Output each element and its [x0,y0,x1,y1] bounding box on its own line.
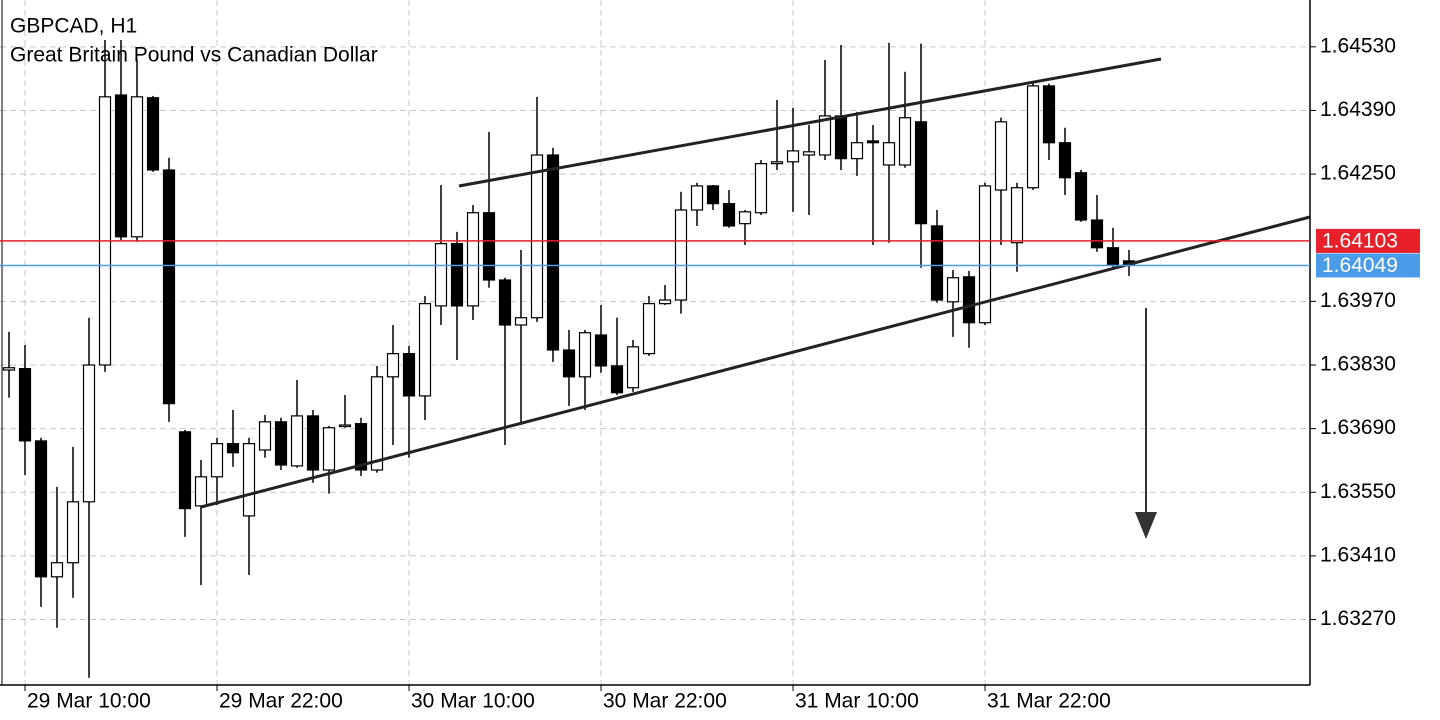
candle-body [802,151,816,156]
candle-body [530,154,544,319]
candle-body [450,243,464,307]
y-tick-label: 1.63270 [1320,607,1396,630]
candle-body [242,443,256,517]
candle-body [578,332,592,378]
candle-body [50,562,64,578]
candle-body [722,203,736,227]
candle-body [706,185,720,205]
x-tick-label: 31 Mar 22:00 [987,690,1111,713]
candle-body [1058,142,1072,179]
candle-body [626,346,640,389]
candle-body [338,424,352,428]
candle-body [34,440,48,578]
candle-body [370,376,384,471]
upper-trendline [458,57,1162,188]
candle-body [178,431,192,510]
candle-body [194,476,208,507]
candle-body [1090,219,1104,249]
candle-body [882,142,896,166]
candle-body [66,501,80,564]
candle-body [674,209,688,301]
price-label-box [1316,253,1420,278]
candle-body [866,140,880,144]
candle-body [130,96,144,238]
candle-body [1010,187,1024,244]
candle-body [162,169,176,405]
y-tick-label: 1.63690 [1320,416,1396,439]
candle-body [290,415,304,467]
candle-body [98,96,112,366]
y-tick-label: 1.63970 [1320,289,1396,312]
candle-body [850,142,864,160]
candle-body [354,423,368,471]
candle-body [738,211,752,225]
candle-body [1074,172,1088,221]
arrow-head [1135,512,1157,539]
candle-body [258,421,272,451]
candle-body [930,225,944,301]
candle-body [770,161,784,165]
candle-body [466,212,480,307]
candle-body [82,364,96,503]
candle-body [418,303,432,397]
candle-body [498,279,512,326]
candle-body [946,277,960,303]
candle-body [402,353,416,397]
candle-body [546,154,560,351]
candle-body [994,121,1008,191]
candle-body [114,94,128,238]
price-label: 1.64103 [1322,229,1398,252]
candle-body [754,163,768,214]
y-tick-label: 1.63550 [1320,480,1396,503]
price-label-box [1316,228,1420,253]
y-tick-label: 1.63830 [1320,353,1396,376]
candle-body [978,185,992,324]
y-tick-label: 1.64390 [1320,98,1396,121]
x-tick-label: 30 Mar 10:00 [411,690,535,713]
candle-body [1026,85,1040,189]
candle-body [514,317,528,326]
candle-body [386,353,400,378]
annotations [200,57,1311,539]
candle-body [914,121,928,225]
candle-body [610,365,624,394]
candle-body [18,368,32,442]
x-tick-label: 29 Mar 10:00 [27,690,151,713]
lower-trendline [200,215,1311,509]
candle-body [898,117,912,166]
price-label: 1.64049 [1322,254,1398,277]
candle-body [962,276,976,324]
y-tick-label: 1.63410 [1320,543,1396,566]
candles [2,40,1136,678]
candle-body [274,421,288,466]
candle-body [2,367,16,371]
candle-body [834,115,848,160]
candle-body [658,299,672,305]
candle-body [786,150,800,163]
candle-body [690,185,704,211]
chart-subtitle: Great Britain Pound vs Canadian Dollar [10,44,378,67]
x-tick-label: 31 Mar 10:00 [795,690,919,713]
y-tick-label: 1.64250 [1320,162,1396,185]
candle-body [562,349,576,378]
candle-body [1106,247,1120,266]
candle-body [642,303,656,355]
candle-body [226,443,240,454]
candle-body [482,212,496,281]
candle-body [306,415,320,471]
chart-title: GBPCAD, H1 [10,15,137,38]
candle-body [1042,85,1056,144]
candle-body [210,443,224,478]
candle-body [146,97,160,171]
candle-body [594,334,608,367]
candle-body [818,115,832,156]
x-tick-label: 29 Mar 22:00 [219,690,343,713]
y-tick-label: 1.64530 [1320,34,1396,57]
candle-body [322,427,336,471]
candle-body [434,243,448,307]
x-tick-label: 30 Mar 22:00 [603,690,727,713]
